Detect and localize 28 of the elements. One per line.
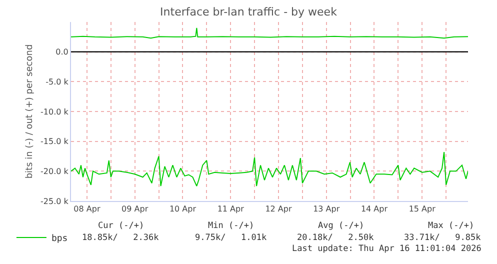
y-axis-title: bits in (-) / out (+) per second (24, 44, 35, 179)
chart-title: Interface br-lan traffic - by week (160, 6, 338, 19)
text: Last update: Thu Apr 16 11:01:04 2026 (292, 244, 482, 254)
y-tick-label: -25.0 k (40, 196, 69, 206)
y-tick-label: -5.0 k (46, 77, 69, 86)
text: Cur (-/+) (98, 221, 144, 231)
x-tick-label: 08 Apr (74, 204, 101, 214)
text: 33.71k/ 9.85k (404, 233, 481, 243)
text: Max (-/+) (428, 221, 474, 231)
x-tick-label: 12 Apr (265, 204, 292, 214)
x-tick-label: 13 Apr (313, 204, 340, 214)
text: Min (-/+) (208, 221, 254, 231)
legend-label: bps (51, 234, 68, 244)
text: 9.75k/ 1.01k (195, 233, 267, 243)
text: 18.85k/ 2.36k (82, 233, 159, 243)
y-tick-label: 0.0 (56, 48, 68, 57)
x-tick-label: 09 Apr (122, 204, 149, 214)
x-tick-label: 15 Apr (408, 204, 436, 214)
line-series (71, 152, 468, 187)
x-tick-label: 10 Apr (169, 204, 197, 214)
line-series (71, 27, 468, 39)
x-tick-label: 11 Apr (217, 204, 245, 214)
text: Avg (-/+) (318, 221, 364, 231)
x-tick-label: 14 Apr (360, 204, 388, 214)
y-tick-label: -20.0 k (40, 166, 69, 176)
y-tick-label: -10.0 k (40, 107, 69, 116)
y-tick-label: -15.0 k (40, 137, 69, 146)
text: 20.18k/ 2.50k (297, 233, 374, 243)
